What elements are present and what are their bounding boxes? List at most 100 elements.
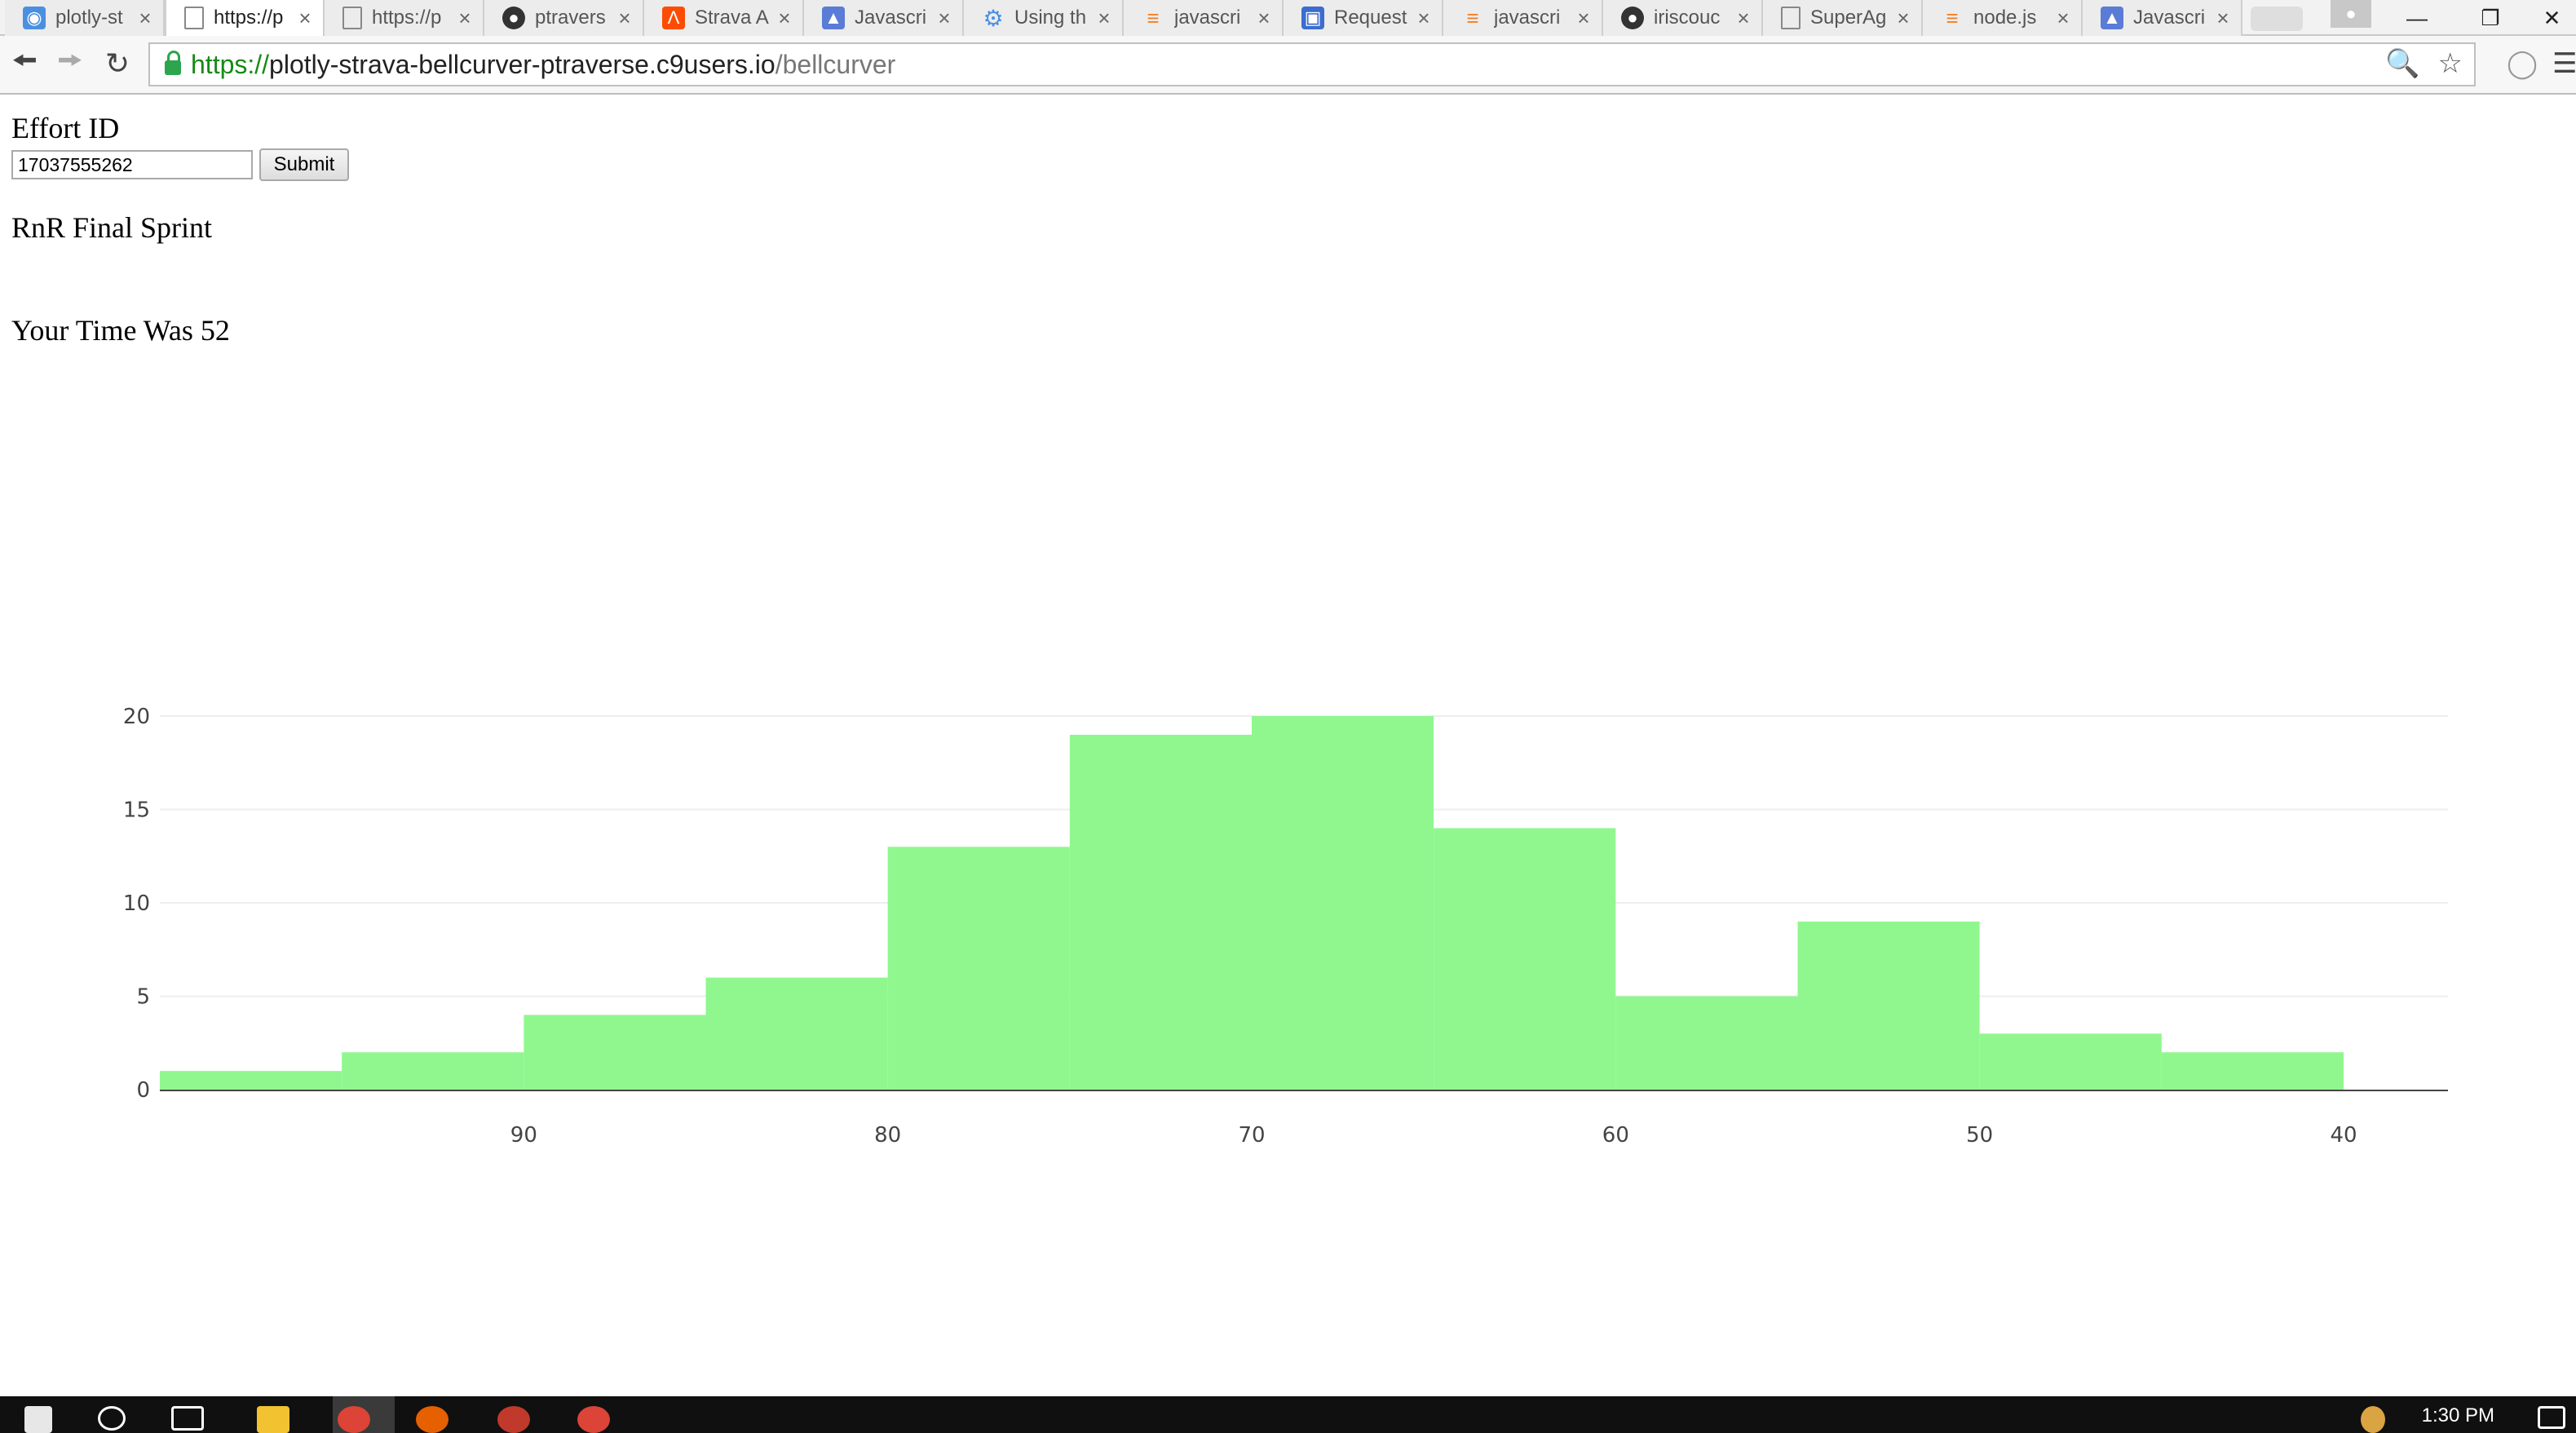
app-icon[interactable] — [497, 1406, 530, 1433]
tab-close-icon[interactable]: × — [938, 5, 951, 30]
browser-tab[interactable]: ≡ javascri × — [1124, 0, 1284, 36]
browser-tab[interactable]: ≡ javascri × — [1443, 0, 1603, 36]
tray-icon[interactable] — [2361, 1406, 2385, 1433]
firefox-icon[interactable] — [416, 1406, 448, 1433]
axes: 0 5 10 15 20 90 80 70 60 50 40 — [123, 705, 2448, 1148]
histogram-bar[interactable] — [1979, 1033, 2162, 1090]
browser-tab[interactable]: https://p × — [325, 0, 484, 36]
tab-close-icon[interactable]: × — [618, 5, 631, 30]
tab-close-icon[interactable]: × — [139, 5, 152, 30]
bookmark-star-icon[interactable]: ☆ — [2437, 48, 2463, 79]
tab-close-icon[interactable]: × — [1098, 5, 1111, 30]
tab-label: Using th — [1014, 7, 1087, 29]
tab-label: iriscouc — [1654, 7, 1721, 29]
menu-icon[interactable]: ☰ — [2552, 48, 2576, 79]
stackoverflow-icon: ≡ — [1946, 5, 1959, 30]
y-tick-label: 10 — [123, 891, 150, 916]
browser-tab-strip: ◉ plotly-st × https://p × https://p × ● ptravers… — [0, 0, 2576, 36]
browser-tab[interactable]: SuperAg × — [1763, 0, 1923, 36]
x-tick-label: 60 — [1602, 1123, 1629, 1148]
histogram-bar[interactable] — [342, 1052, 524, 1090]
extension-icon[interactable]: ◯ — [2507, 48, 2538, 79]
histogram-bar[interactable] — [705, 977, 888, 1090]
tab-close-icon[interactable]: × — [298, 5, 312, 30]
y-tick-label: 5 — [136, 985, 150, 1010]
forward-icon[interactable]: 🠚 — [57, 42, 83, 77]
browser-tab[interactable]: ● ptravers × — [484, 0, 644, 36]
browser-toolbar: 🠘 🠚 ↻ https://plotly-strava-bellcurver-p… — [0, 36, 2576, 95]
your-time-text: Your Time Was 52 — [11, 314, 230, 347]
github-icon: ● — [1621, 7, 1644, 29]
tab-close-icon[interactable]: × — [2057, 5, 2070, 30]
tab-close-icon[interactable]: × — [1897, 5, 1910, 30]
histogram-bar[interactable] — [524, 1015, 706, 1090]
segment-name: RnR Final Sprint — [11, 211, 213, 244]
browser-tab[interactable]: Λ Strava A × — [644, 0, 804, 36]
tab-label: Javascri — [855, 7, 927, 29]
tab-label: Javascri — [2133, 7, 2206, 29]
restore-icon[interactable]: ❐ — [2481, 5, 2500, 30]
histogram-chart: 0 5 10 15 20 90 80 70 60 50 40 — [123, 705, 2448, 1148]
tab-close-icon[interactable]: × — [778, 5, 791, 30]
browser-tab[interactable]: ≡ node.js × — [1923, 0, 2083, 36]
page-icon — [342, 7, 362, 29]
tab-close-icon[interactable]: × — [1417, 5, 1430, 30]
histogram-bar[interactable] — [160, 1071, 342, 1090]
chrome-secondary-icon[interactable] — [577, 1406, 610, 1433]
task-view-icon[interactable] — [171, 1406, 204, 1431]
search-icon[interactable] — [98, 1406, 126, 1431]
address-bar[interactable]: https://plotly-strava-bellcurver-ptraver… — [148, 42, 2476, 86]
taskbar-clock: 1:30 PM — [2421, 1404, 2494, 1426]
url-scheme: https:// — [191, 49, 270, 79]
windows-taskbar: 1:30 PM — [0, 1396, 2576, 1433]
effort-id-input[interactable] — [11, 150, 253, 179]
histogram-bar[interactable] — [887, 847, 1070, 1090]
browser-tab[interactable]: https://p × — [165, 0, 325, 36]
strava-icon: Λ — [662, 7, 685, 29]
notifications-icon[interactable] — [2538, 1406, 2565, 1429]
reload-icon[interactable]: ↻ — [104, 46, 130, 80]
y-tick-label: 20 — [123, 705, 150, 729]
page-icon — [184, 7, 204, 29]
x-tick-label: 90 — [510, 1123, 537, 1148]
stackoverflow-icon: ≡ — [1147, 5, 1160, 30]
histogram-bar[interactable] — [1069, 734, 1252, 1090]
x-tick-label: 70 — [1238, 1123, 1265, 1148]
tab-close-icon[interactable]: × — [1737, 5, 1750, 30]
tab-label: ptravers — [535, 7, 606, 29]
chart-icon: ▲ — [2101, 7, 2123, 29]
tab-close-icon[interactable]: × — [2216, 5, 2229, 30]
gear-icon: ⚙ — [983, 5, 1004, 31]
browser-tab[interactable]: ▣ Request × — [1284, 0, 1443, 36]
browser-tab[interactable]: ▲ Javascri × — [2083, 0, 2242, 36]
zoom-icon[interactable]: 🔍 — [2385, 48, 2420, 79]
browser-tab[interactable]: ▲ Javascri × — [804, 0, 964, 36]
tab-label: plotly-st — [55, 7, 123, 29]
histogram-bar[interactable] — [1252, 716, 1434, 1090]
histogram-bar[interactable] — [1434, 828, 1616, 1090]
new-tab-button[interactable] — [2251, 7, 2303, 31]
browser-tab[interactable]: ⚙ Using th × — [964, 0, 1124, 36]
minimize-icon[interactable]: — — [2406, 5, 2428, 30]
x-tick-label: 50 — [1966, 1123, 1993, 1148]
submit-button[interactable]: Submit — [259, 148, 349, 181]
github-icon: ● — [502, 7, 525, 29]
histogram-bar[interactable] — [1615, 996, 1798, 1090]
tab-close-icon[interactable]: × — [458, 5, 471, 30]
tab-close-icon[interactable]: × — [1577, 5, 1590, 30]
tab-label: https://p — [372, 7, 442, 29]
request-icon: ▣ — [1301, 7, 1324, 29]
profile-icon[interactable]: ● — [2331, 0, 2371, 28]
histogram-bar[interactable] — [1797, 921, 1980, 1090]
lock-icon — [165, 51, 181, 75]
tab-close-icon[interactable]: × — [1257, 5, 1270, 30]
browser-tab[interactable]: ◉ plotly-st × — [5, 0, 165, 36]
chrome-icon[interactable] — [338, 1406, 370, 1433]
browser-tab[interactable]: ● iriscouc × — [1603, 0, 1763, 36]
histogram-bar[interactable] — [2161, 1052, 2344, 1090]
close-window-icon[interactable]: ✕ — [2543, 5, 2561, 30]
effort-id-label: Effort ID — [11, 112, 120, 144]
back-icon[interactable]: 🠘 — [11, 42, 38, 77]
windows-start-icon[interactable] — [24, 1406, 52, 1433]
file-explorer-icon[interactable] — [257, 1406, 289, 1433]
